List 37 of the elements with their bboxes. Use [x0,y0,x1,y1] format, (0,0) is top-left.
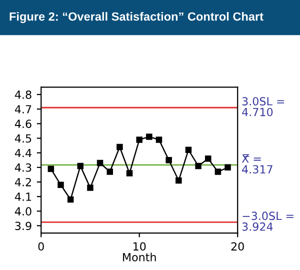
point [67,196,74,203]
y-tick-label: 4.3 [14,163,32,172]
point [48,166,54,172]
x-tick-label: 10 [134,242,146,251]
point [58,182,64,188]
point [77,162,84,170]
y-tick-label: 4.4 [14,148,32,158]
y-tick-label: 3.9 [15,222,32,230]
y-tick-label: 4.1 [14,192,32,201]
point [205,156,212,162]
ref-line-label: 3.0SL = 4.710 [242,97,284,116]
point [136,136,142,143]
x-tick-label: 0 [38,242,44,251]
point [146,134,152,140]
ref-line-label: −3.0SL = 3.924 [242,212,294,231]
x-axis-title: Month [123,252,156,262]
point [106,168,113,175]
ref-line-label: X̿ = 4.317 [242,154,272,174]
x-tick-label: 20 [231,242,244,251]
point [87,184,94,191]
point [96,160,104,166]
y-tick-label: 4.7 [14,105,32,114]
point [195,162,202,170]
y-tick-label: 4.2 [14,178,31,186]
point [224,164,231,171]
point [156,136,162,143]
y-tick-label: 4.8 [14,90,32,99]
point [185,146,192,154]
chart-title: Figure 2: “Overall Satisfaction” Control Chart [10,12,264,24]
point [166,156,172,164]
point [116,144,123,150]
y-tick-label: 4.0 [14,207,32,216]
y-tick-label: 4.6 [14,120,32,128]
point [214,168,222,175]
point [176,177,182,184]
point [126,170,133,176]
y-tick-label: 4.5 [14,134,32,143]
